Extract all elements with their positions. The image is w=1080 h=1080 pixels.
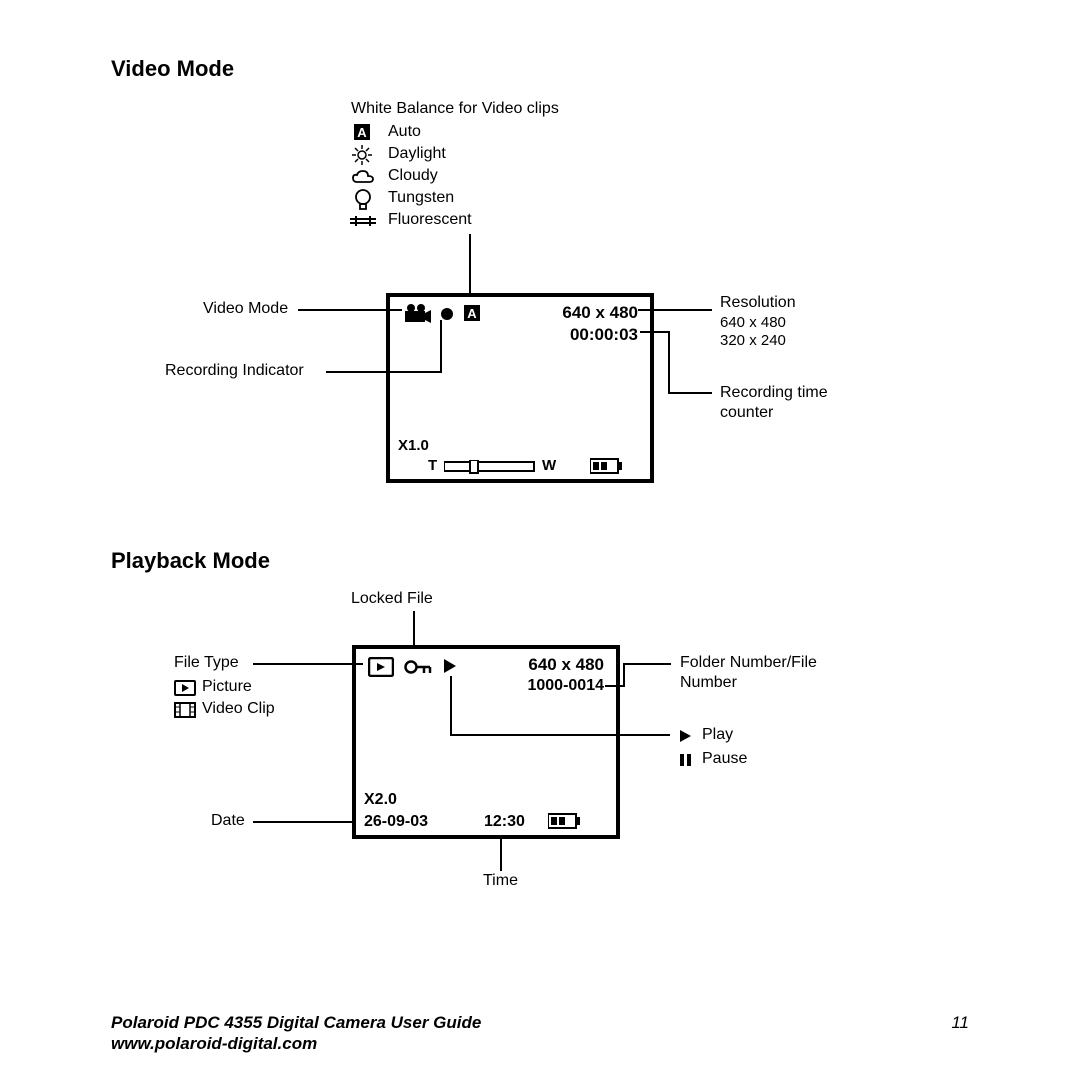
lead-line [668,392,712,394]
footer-title: Polaroid PDC 4355 Digital Camera User Gu… [111,1013,481,1033]
footer-url: www.polaroid-digital.com [111,1034,317,1054]
playback-folder: 1000-0014 [527,677,604,695]
lead-line [450,676,452,736]
svg-text:A: A [467,306,477,321]
pause-small-icon [680,754,694,768]
lead-line [638,309,712,311]
folder-label2: Number [680,674,737,692]
lead-line [623,663,671,665]
locked-file-label: Locked File [351,590,433,608]
playback-time: 12:30 [484,813,525,831]
tungsten-icon [352,188,374,212]
play-triangle-icon [444,659,458,675]
wb-auto: Auto [388,123,421,141]
picture-list-icon [174,680,196,696]
lead-line [253,821,352,823]
zoom-w: W [542,457,556,474]
videoclip-label: Video Clip [202,700,275,718]
video-time-counter: 00:00:03 [570,325,638,345]
wb-fluorescent: Fluorescent [388,211,472,229]
lead-line [469,234,471,293]
zoom-bar [444,460,536,474]
recording-dot-icon [440,307,454,321]
page-number: 11 [951,1013,969,1033]
video-camera-icon [404,303,432,323]
playback-mode-heading: Playback Mode [111,548,270,574]
res-320: 320 x 240 [720,332,786,349]
filetype-label: File Type [174,654,239,672]
lead-line [623,663,625,687]
lead-line [326,371,386,373]
lead-line [440,320,442,373]
rectime-label2: counter [720,404,773,422]
auto-icon: A [354,124,372,142]
folder-label1: Folder Number/File [680,654,817,672]
pause-label: Pause [702,750,747,768]
video-mode-heading: Video Mode [111,56,234,82]
wb-title: White Balance for Video clips [351,100,559,118]
lead-line [413,611,415,645]
picture-icon [368,657,394,677]
daylight-icon [350,144,374,166]
resolution-label: Resolution [720,294,796,312]
lead-line [386,371,442,373]
playback-resolution: 640 x 480 [528,655,604,675]
playback-date: 26-09-03 [364,813,428,831]
wb-tungsten: Tungsten [388,189,454,207]
lead-line [668,331,670,393]
videoclip-list-icon [174,702,196,718]
recording-indicator-label: Recording Indicator [165,362,304,380]
picture-label: Picture [202,678,252,696]
rectime-label1: Recording time [720,384,828,402]
video-resolution: 640 x 480 [562,303,638,323]
lead-line [253,663,363,665]
playback-screen: 640 x 480 1000-0014 X2.0 26-09-03 12:30 [352,645,620,839]
key-icon [404,659,432,675]
zoom-t: T [428,457,437,474]
video-screen: A 640 x 480 00:00:03 X1.0 T W [386,293,654,483]
battery-icon2 [548,813,582,829]
time-label: Time [483,872,518,890]
lead-line [640,331,670,333]
play-small-icon [680,730,694,744]
video-mode-label: Video Mode [203,300,288,318]
lead-line [605,685,623,687]
video-zoom: X1.0 [398,437,429,454]
lead-line [500,839,502,871]
play-label: Play [702,726,733,744]
fluorescent-icon [348,214,378,228]
wb-auto-screen-icon: A [464,305,482,323]
lead-line [298,309,402,311]
date-label: Date [211,812,245,830]
wb-cloudy: Cloudy [388,167,438,185]
svg-text:A: A [357,125,367,140]
cloudy-icon [350,168,376,186]
battery-icon [590,458,624,474]
res-640: 640 x 480 [720,314,786,331]
lead-line [450,734,670,736]
playback-zoom: X2.0 [364,791,397,809]
wb-daylight: Daylight [388,145,446,163]
